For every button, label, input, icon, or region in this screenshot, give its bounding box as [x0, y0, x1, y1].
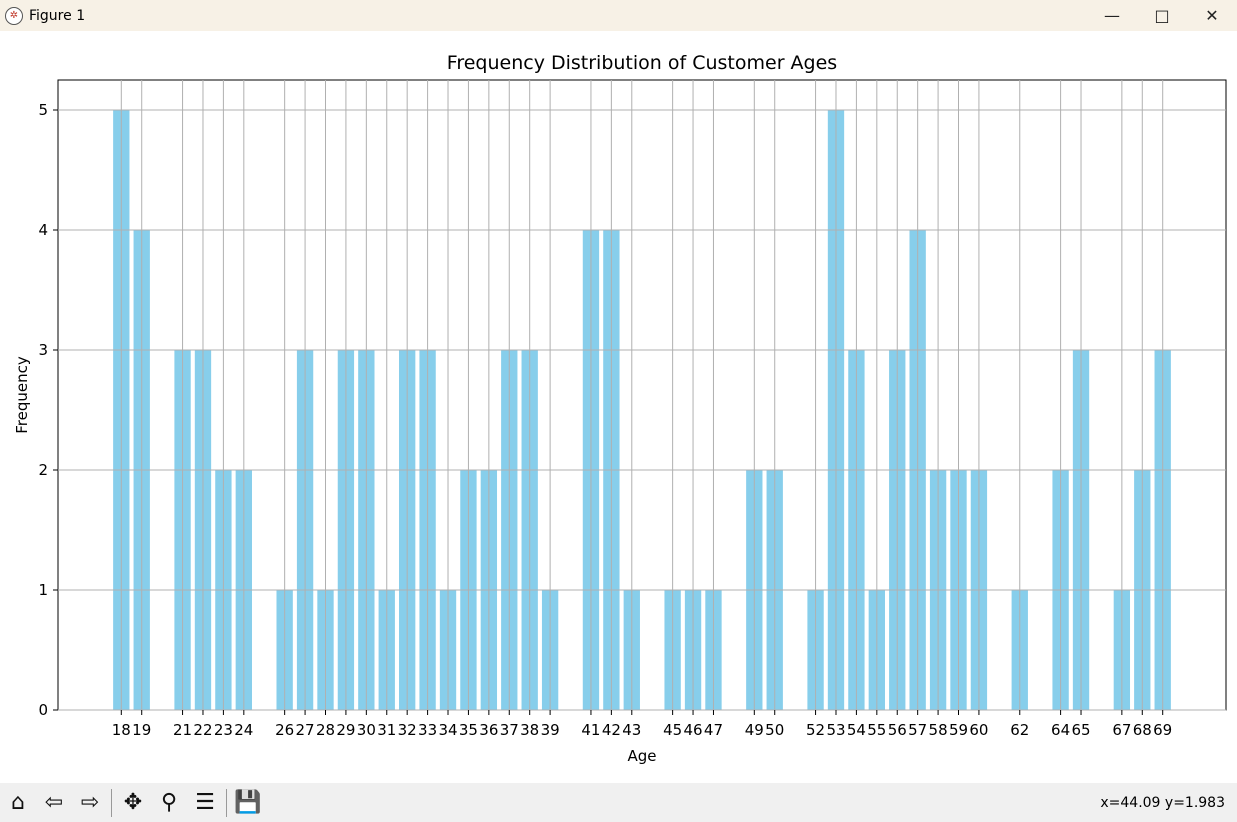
chart-title: Frequency Distribution of Customer Ages — [447, 52, 837, 74]
zoom-icon[interactable]: ⚲ — [160, 790, 178, 815]
x-tick-label: 58 — [929, 721, 948, 739]
y-tick-label: 3 — [38, 341, 48, 359]
y-tick-label: 1 — [38, 581, 48, 599]
x-tick-label: 38 — [520, 721, 539, 739]
x-tick-label: 39 — [541, 721, 560, 739]
x-tick-label: 65 — [1071, 721, 1090, 739]
x-tick-label: 43 — [622, 721, 641, 739]
x-tick-label: 33 — [418, 721, 437, 739]
x-tick-label: 26 — [275, 721, 294, 739]
home-icon[interactable]: ⌂ — [11, 790, 25, 815]
x-axis-label: Age — [627, 747, 656, 765]
figure-canvas[interactable]: 0 1 2 3 4 5 18 19 21 22 23 24 26 27 28 29 30 31 32 33 34 35 36… — [0, 31, 1237, 783]
bar-layer — [113, 110, 1171, 710]
x-tick-label: 32 — [398, 721, 417, 739]
configure-subplots-icon[interactable]: ☰ — [195, 790, 215, 815]
y-tick-label: 4 — [38, 221, 48, 239]
grid-layer — [58, 80, 1226, 711]
x-tick-label: 67 — [1112, 721, 1131, 739]
navigation-toolbar: ⌂ ⇦ ⇨ ✥ ⚲ ☰ 💾 x=44.09 y=1.983 — [0, 783, 1237, 822]
x-tick-label: 45 — [663, 721, 682, 739]
x-tick-label: 59 — [949, 721, 968, 739]
forward-arrow-icon[interactable]: ⇨ — [80, 790, 100, 815]
window-controls: — □ ✕ — [1087, 0, 1237, 31]
x-tick-label: 27 — [296, 721, 315, 739]
x-tick-label: 41 — [581, 721, 600, 739]
cursor-coordinates: x=44.09 y=1.983 — [1100, 795, 1225, 811]
x-tick-label: 55 — [867, 721, 886, 739]
y-tick-label: 5 — [38, 101, 48, 119]
x-tick-label: 56 — [888, 721, 907, 739]
back-arrow-icon[interactable]: ⇦ — [44, 790, 64, 815]
toolbar-separator — [111, 788, 112, 817]
x-tick-label: 31 — [377, 721, 396, 739]
x-tick-label: 53 — [826, 721, 845, 739]
x-tick-label: 24 — [234, 721, 253, 739]
x-tick-label: 19 — [132, 721, 151, 739]
toolbar-separator — [226, 788, 227, 817]
x-tick-label: 49 — [745, 721, 764, 739]
x-tick-label: 37 — [500, 721, 519, 739]
x-tick-label: 60 — [969, 721, 988, 739]
close-icon[interactable]: ✕ — [1205, 6, 1219, 25]
y-axis-label: Frequency — [13, 356, 31, 434]
x-tick-label: 22 — [193, 721, 212, 739]
x-tick-label: 29 — [336, 721, 355, 739]
x-tick-label: 64 — [1051, 721, 1070, 739]
x-tick-label: 36 — [479, 721, 498, 739]
app-icon: ✲ — [5, 6, 23, 25]
x-tick-label: 35 — [459, 721, 478, 739]
plot-frame — [57, 79, 1227, 711]
x-tick-label: 21 — [173, 721, 192, 739]
x-tick-label: 46 — [684, 721, 703, 739]
x-tick-label: 34 — [438, 721, 457, 739]
x-tick-label: 23 — [214, 721, 233, 739]
x-tick-label: 62 — [1010, 721, 1029, 739]
maximize-icon[interactable]: □ — [1154, 6, 1170, 25]
x-tick-label: 57 — [908, 721, 927, 739]
x-tick-label: 54 — [847, 721, 866, 739]
minimize-icon[interactable]: — — [1104, 6, 1120, 25]
x-tick-label: 18 — [112, 721, 131, 739]
pan-icon[interactable]: ✥ — [123, 790, 143, 815]
save-icon[interactable]: 💾 — [234, 790, 262, 815]
x-tick-label: 28 — [316, 721, 335, 739]
x-tick-label: 47 — [704, 721, 723, 739]
x-tick-label: 30 — [357, 721, 376, 739]
x-tick-label: 69 — [1153, 721, 1172, 739]
window-titlebar: ✲ Figure 1 — □ ✕ — [0, 0, 1237, 31]
y-tick-label: 2 — [38, 461, 48, 479]
window-title: Figure 1 — [29, 7, 86, 24]
x-tick-label: 50 — [765, 721, 784, 739]
y-tick-label: 0 — [38, 701, 48, 719]
x-tick-label: 52 — [806, 721, 825, 739]
x-tick-label: 42 — [602, 721, 621, 739]
x-tick-label: 68 — [1133, 721, 1152, 739]
